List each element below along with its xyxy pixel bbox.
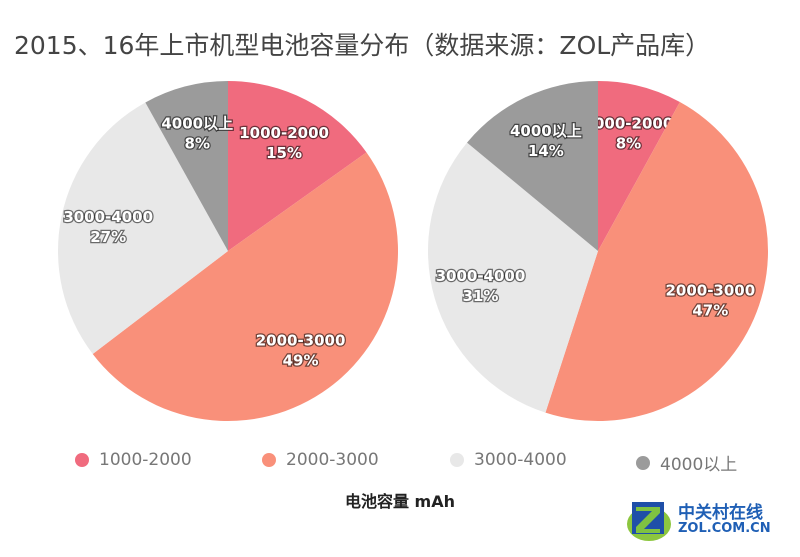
pie-slice-2000-3000 bbox=[545, 102, 768, 421]
data-label-category: 2000-3000 bbox=[256, 332, 346, 350]
legend-item: 1000-2000 bbox=[75, 450, 192, 470]
data-label-percent: 47% bbox=[692, 302, 728, 320]
legend: 1000-2000 2000-3000 3000-4000 4000以上 bbox=[0, 450, 800, 480]
legend-label: 4000以上 bbox=[660, 455, 738, 475]
zol-logo: 中关村在线 ZOL.COM.CN bbox=[626, 498, 771, 542]
data-label-category: 4000以上 bbox=[510, 122, 582, 140]
data-label-category: 3000-4000 bbox=[436, 267, 526, 285]
legend-label: 2000-3000 bbox=[286, 450, 379, 470]
data-label-percent: 27% bbox=[90, 228, 126, 246]
pie-slice-3000-4000 bbox=[57, 102, 229, 354]
data-label-percent: 8% bbox=[616, 134, 641, 152]
legend-swatch bbox=[636, 455, 650, 470]
data-label-category: 3000-4000 bbox=[63, 208, 153, 226]
pie-slice-1000-2000 bbox=[228, 81, 367, 251]
zol-logo-icon bbox=[627, 502, 671, 541]
legend-item: 4000以上 bbox=[636, 450, 737, 475]
legend-label: 3000-4000 bbox=[474, 450, 567, 470]
logo-text-en: ZOL.COM.CN bbox=[678, 521, 771, 537]
pie-slice-3000-4000 bbox=[428, 142, 598, 413]
chart-title: 2015、16年上市机型电池容量分布（数据来源：ZOL产品库） bbox=[14, 31, 711, 60]
legend-swatch bbox=[75, 453, 89, 467]
data-label-percent: 14% bbox=[528, 142, 564, 160]
pie-slice-4000以上 bbox=[145, 81, 228, 251]
data-label-category: 4000以上 bbox=[161, 115, 233, 133]
data-label-percent: 8% bbox=[185, 135, 210, 153]
logo-text-cn: 中关村在线 bbox=[678, 502, 763, 523]
legend-swatch bbox=[262, 453, 276, 467]
pie-slice-4000以上 bbox=[467, 81, 598, 251]
data-label-category: 1000-2000 bbox=[239, 124, 329, 142]
x-axis-label: 电池容量 mAh bbox=[344, 492, 456, 511]
data-label-category: 1000-2000 bbox=[584, 114, 674, 132]
legend-swatch bbox=[450, 453, 464, 467]
legend-item: 2000-3000 bbox=[262, 450, 379, 470]
legend-label: 1000-2000 bbox=[99, 450, 192, 470]
data-label-percent: 49% bbox=[283, 352, 319, 370]
pie-slice-1000-2000 bbox=[598, 81, 680, 251]
pie-slice-2000-3000 bbox=[92, 152, 398, 421]
data-label-category: 2000-3000 bbox=[665, 282, 755, 300]
legend-item: 3000-4000 bbox=[450, 450, 567, 470]
data-label-percent: 31% bbox=[463, 287, 499, 305]
data-label-percent: 15% bbox=[266, 144, 302, 162]
